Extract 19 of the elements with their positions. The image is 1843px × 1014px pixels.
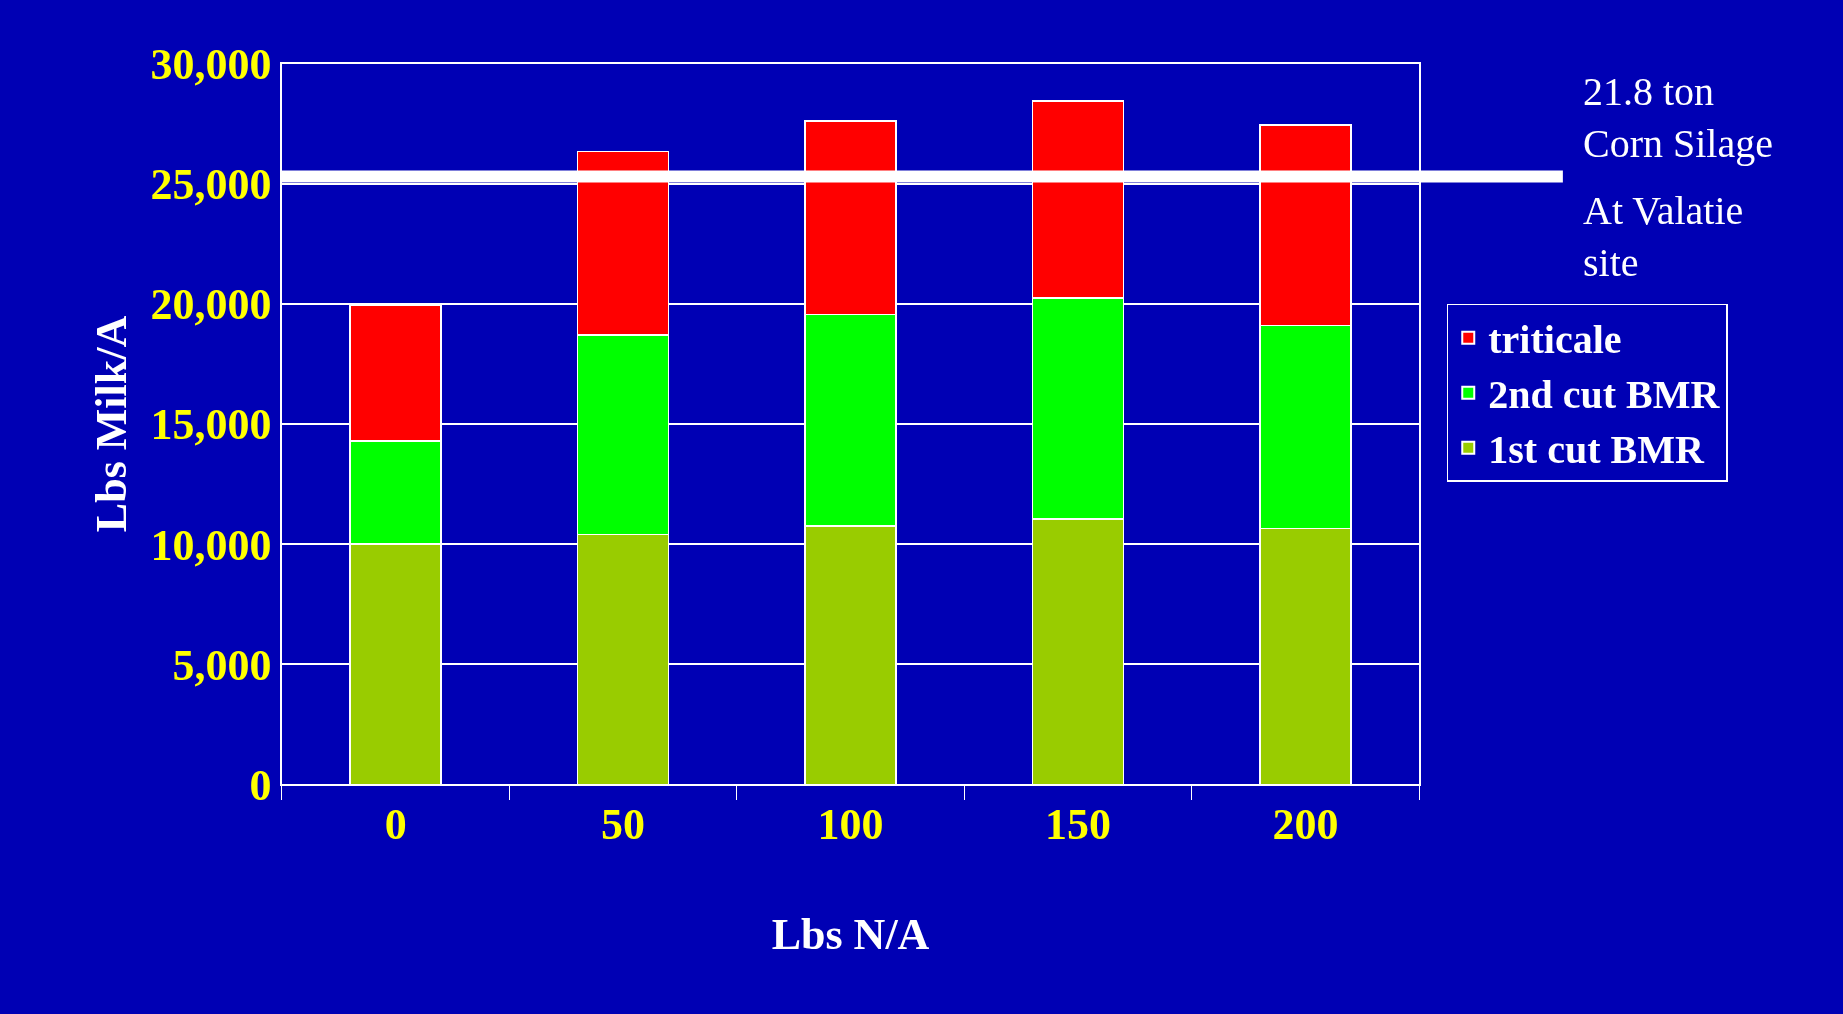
legend-label: 1st cut BMR	[1488, 427, 1705, 473]
ref-line-label: 21.8 ton Corn Silage	[1583, 69, 1773, 166]
y-tick-label: 20,000	[150, 280, 272, 330]
x-tick-label: 50	[601, 799, 646, 849]
x-tick-label: 100	[817, 799, 884, 849]
x-tick-label: 200	[1272, 799, 1339, 849]
y-axis-title: Lbs Milk/A	[87, 315, 137, 533]
text: At Valatie site	[1583, 188, 1744, 285]
y-tick-label: 5,000	[172, 640, 272, 690]
y-tick-label: 0	[249, 760, 272, 810]
y-tick-label: 25,000	[150, 160, 272, 210]
legend-label: triticale	[1488, 317, 1622, 363]
x-tick-label: 150	[1044, 799, 1111, 849]
x-tick-label: 0	[384, 799, 407, 849]
y-tick-label: 10,000	[150, 520, 272, 570]
y-tick-label: 30,000	[150, 39, 272, 89]
legend-label: 2nd cut BMR	[1488, 372, 1721, 418]
y-tick-label: 15,000	[150, 400, 272, 450]
x-axis-title: Lbs N/A	[771, 909, 930, 959]
